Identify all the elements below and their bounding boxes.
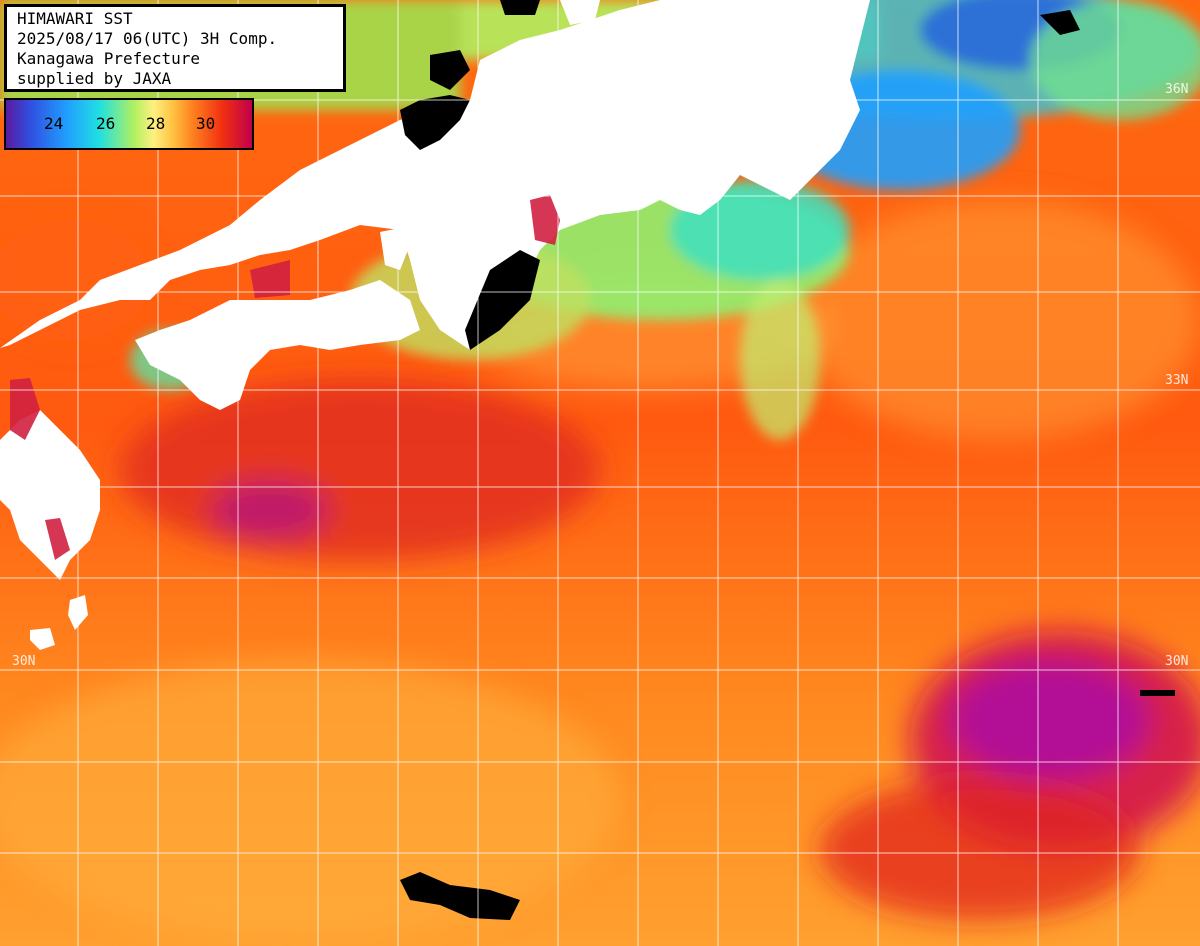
color-scale-tick: 28 [146,114,166,133]
info-prefecture: Kanagawa Prefecture [17,49,201,68]
info-datetime: 2025/08/17 06(UTC) 3H Comp. [17,29,278,48]
coastal-hot-bays [10,195,560,560]
cloud-no-data [400,0,1175,920]
color-scale-tick: 30 [196,114,216,133]
lat-label-33n-right: 33N [1165,373,1189,388]
sst-color-scale: 24 26 28 30 [4,98,254,150]
lat-label-36n-right: 36N [1165,82,1189,97]
info-box: HIMAWARI SST 2025/08/17 06(UTC) 3H Comp.… [4,4,346,92]
color-scale-tick: 24 [44,114,64,133]
sst-patches [0,200,1200,940]
info-title: HIMAWARI SST [17,9,133,28]
info-supplier: supplied by JAXA [17,69,172,88]
lat-label-30n-right: 30N [1165,654,1189,669]
land [0,0,870,650]
color-scale-tick: 26 [96,114,116,133]
lat-label-30n-left: 30N [12,654,36,669]
